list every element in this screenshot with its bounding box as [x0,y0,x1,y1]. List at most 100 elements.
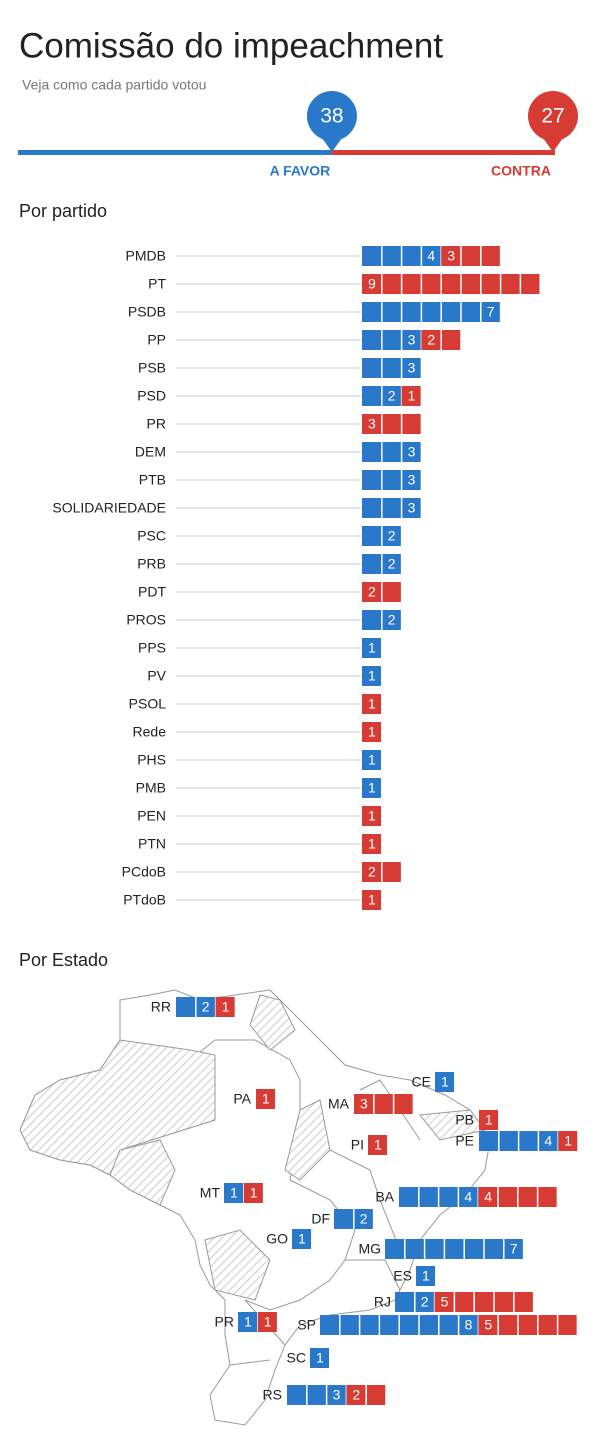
bar-segment [292,1229,312,1249]
bar-value: 1 [441,1074,449,1090]
category-label: PSD [137,388,166,404]
bar-value: 4 [544,1133,552,1149]
bar-value: 1 [316,1350,324,1366]
bar-value: 1 [368,668,376,684]
bar-segment [362,722,382,742]
total-label: CONTRA [491,163,551,179]
bar-value: 4 [484,1189,492,1205]
state-label: MT [200,1185,221,1201]
state-label: MA [328,1096,350,1112]
category-label: PTB [139,472,166,488]
bar-segment [354,1094,414,1114]
map-outline [19,989,491,1426]
bar-segment [257,1312,278,1332]
state-label: PI [351,1137,364,1153]
state-label: GO [266,1231,288,1247]
state-label: PR [215,1314,234,1330]
bar-value: 4 [464,1189,472,1205]
title: Comissão do impeachment [19,26,443,65]
bar-value: 1 [368,640,376,656]
category-label: PCdoB [122,864,166,880]
category-label: PRB [137,556,166,572]
bar-segment [362,694,382,714]
category-label: PDT [138,584,166,600]
bar-segment [287,1385,347,1405]
bar-value: 1 [368,836,376,852]
bar-segment [256,1089,276,1109]
category-label: PTN [138,836,166,852]
bar-value: 1 [368,808,376,824]
section-title: Por partido [19,201,107,221]
bar-value: 1 [368,892,376,908]
bar-segment [362,806,382,826]
bar-segment [479,1110,499,1130]
bar-value: 2 [388,528,396,544]
bar-value: 2 [427,332,435,348]
subtitle: Veja como cada partido votou [22,77,206,93]
bar-value: 7 [510,1241,518,1257]
bar-segment [385,1239,524,1259]
state-label: PA [233,1091,251,1107]
bar-value: 2 [421,1294,429,1310]
bar-value: 8 [465,1317,473,1333]
bar-segment [435,1072,455,1092]
bar-segment [362,778,382,798]
category-label: PROS [126,612,166,628]
bar-value: 3 [368,416,376,432]
bar-segment [362,890,382,910]
bar-segment [362,638,382,658]
bar-value: 2 [388,388,396,404]
bar-segment [362,666,382,686]
marker [528,91,578,141]
bar-segment [215,997,236,1017]
bar-value: 1 [244,1314,252,1330]
bar-value: 3 [408,472,416,488]
bar-value: 3 [408,444,416,460]
category-label: PSDB [128,304,166,320]
bar-value: 2 [352,1387,360,1403]
state-label: SC [287,1350,306,1366]
bar-value: 1 [368,752,376,768]
bar-value: 1 [298,1231,306,1247]
bar-value: 7 [487,304,495,320]
category-label: PPS [138,640,166,656]
category-label: PSB [138,360,166,376]
section-title: Por Estado [19,950,108,970]
category-label: DEM [135,444,166,460]
bar-segment [434,1292,534,1312]
bar-segment [238,1312,258,1332]
bar-value: 1 [422,1268,430,1284]
bar-segment [362,274,541,294]
state-label: PB [455,1112,474,1128]
bar-value: 2 [368,864,376,880]
bar-value: 2 [388,556,396,572]
state-label: MG [358,1241,381,1257]
total-label: A FAVOR [270,163,331,179]
bar-segment [310,1348,330,1368]
bar-value: 3 [408,332,416,348]
state-label: CE [412,1074,431,1090]
state-label: BA [375,1189,394,1205]
bar-segment [362,302,501,322]
category-label: Rede [133,724,167,740]
bar-value: 3 [360,1096,368,1112]
category-label: SOLIDARIEDADE [52,500,166,516]
bar-value: 3 [408,360,416,376]
bar-value: 1 [368,724,376,740]
hatched-region [19,994,486,1301]
bar-value: 1 [250,1185,258,1201]
bar-segment [362,414,422,434]
state-label: RR [151,999,171,1015]
category-label: PMB [136,780,166,796]
bar-segment [478,1315,578,1335]
bar-value: 4 [427,248,435,264]
bar-value: 3 [447,248,455,264]
bar-value: 3 [408,500,416,516]
bar-value: 1 [264,1314,272,1330]
category-label: PT [148,276,166,292]
bar-segment [362,498,422,518]
bar-value: 1 [222,999,230,1015]
category-label: PTdoB [123,892,166,908]
bar-value: 1 [564,1133,572,1149]
